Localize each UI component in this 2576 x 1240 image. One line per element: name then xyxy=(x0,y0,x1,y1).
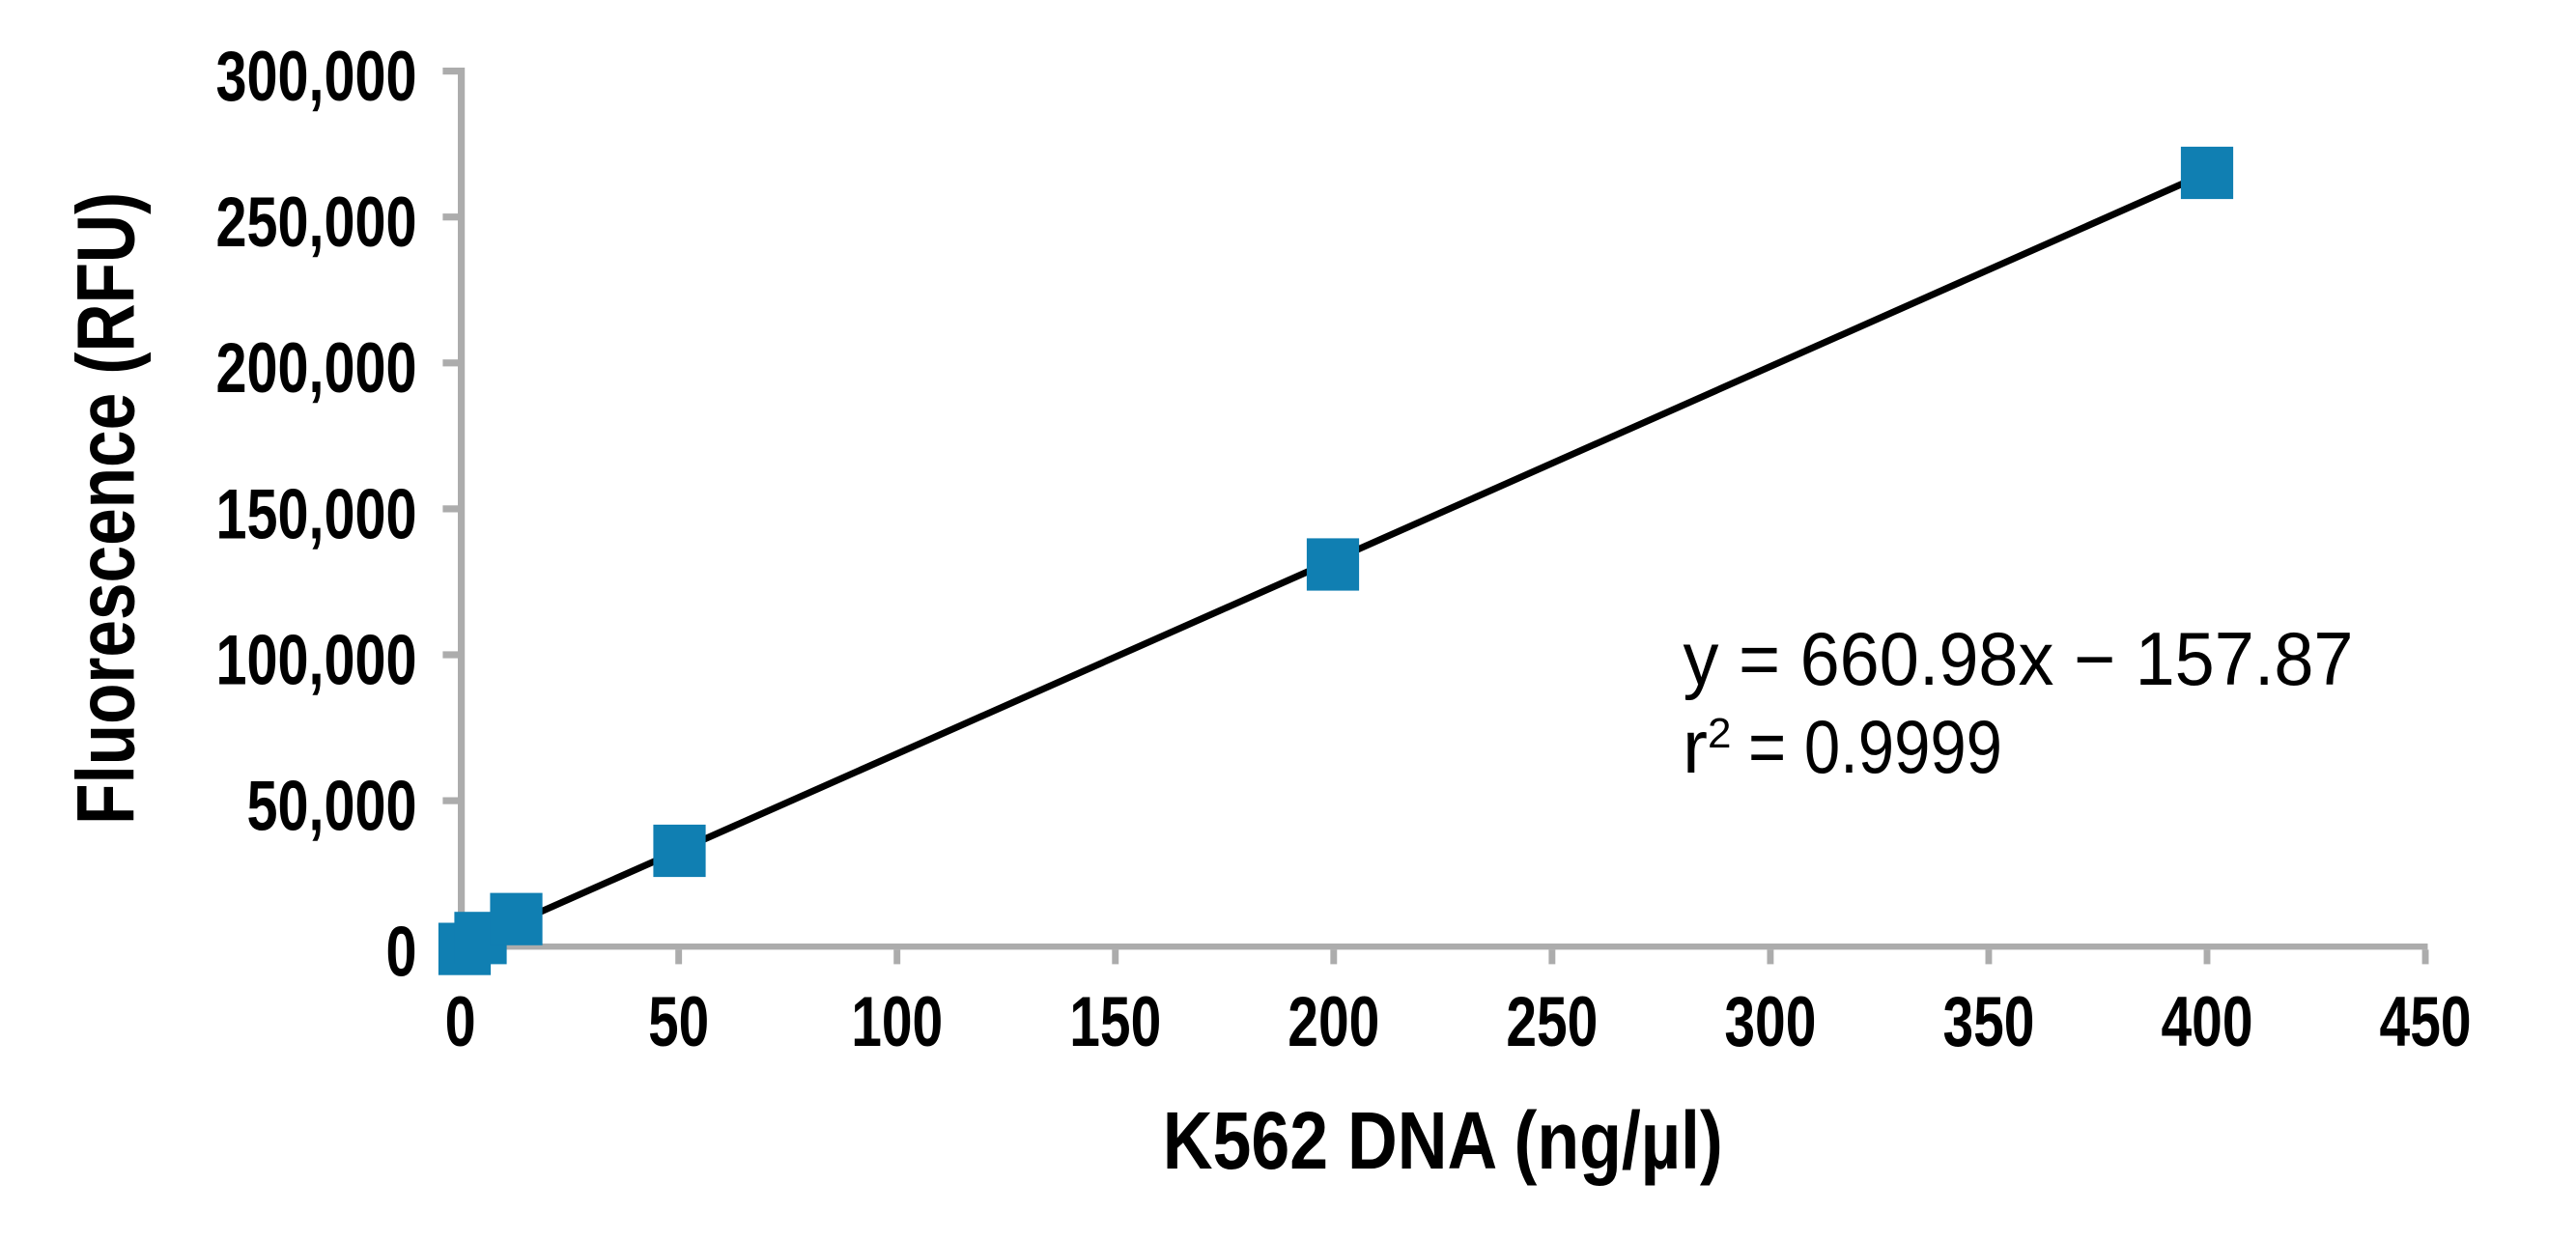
svg-text:100,000: 100,000 xyxy=(216,621,417,699)
svg-text:300,000: 300,000 xyxy=(216,38,417,116)
svg-text:400: 400 xyxy=(2162,983,2253,1061)
svg-text:250: 250 xyxy=(1506,983,1598,1061)
svg-text:100: 100 xyxy=(851,983,943,1061)
svg-text:2: 2 xyxy=(1708,710,1731,757)
svg-text:50: 50 xyxy=(648,983,709,1061)
svg-text:200,000: 200,000 xyxy=(216,329,417,408)
svg-text:Fluorescence (RFU): Fluorescence (RFU) xyxy=(61,192,152,825)
svg-text:300: 300 xyxy=(1724,983,1816,1061)
svg-text:= 0.9999: = 0.9999 xyxy=(1748,704,2002,789)
svg-text:r: r xyxy=(1683,704,1708,789)
svg-text:350: 350 xyxy=(1942,983,2034,1061)
svg-text:50,000: 50,000 xyxy=(247,768,417,846)
svg-text:0: 0 xyxy=(445,983,476,1061)
svg-text:150: 150 xyxy=(1069,983,1161,1061)
svg-text:450: 450 xyxy=(2380,983,2472,1061)
svg-text:0: 0 xyxy=(386,914,417,992)
svg-text:250,000: 250,000 xyxy=(216,183,417,262)
svg-text:200: 200 xyxy=(1288,983,1379,1061)
svg-text:K562 DNA (ng/µl): K562 DNA (ng/µl) xyxy=(1163,1095,1723,1186)
svg-text:y = 660.98x − 157.87: y = 660.98x − 157.87 xyxy=(1684,616,2354,701)
svg-text:150,000: 150,000 xyxy=(216,475,417,553)
